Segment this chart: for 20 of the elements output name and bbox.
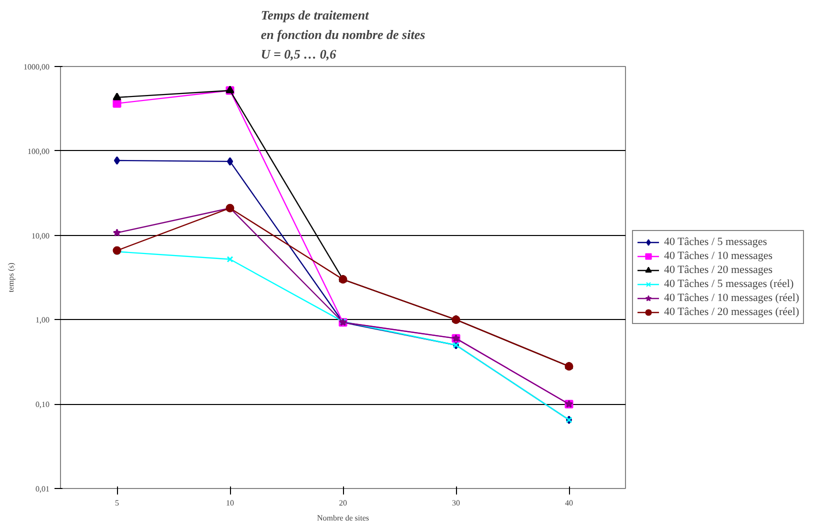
x-tick-label: 30 xyxy=(452,498,460,508)
x-tick-label: 20 xyxy=(339,498,347,508)
y-tick-label: 0,01 xyxy=(36,484,50,494)
y-tick-label: 100,00 xyxy=(28,146,50,156)
y-tick-label: 1,00 xyxy=(36,316,50,325)
legend-label: 40 Tâches / 5 messages xyxy=(664,235,768,249)
y-tick-label: 0,10 xyxy=(36,400,50,410)
x-tick-label: 10 xyxy=(226,498,234,508)
chart-title: Temps de traitement en fonction du nombre de sites U = 0,5 … 0,6 xyxy=(260,8,426,62)
x-tick-label: 40 xyxy=(565,498,573,508)
y-tick-label: 1000,00 xyxy=(24,62,50,72)
legend-label: 40 Tâches / 10 messages xyxy=(664,249,773,263)
legend-label: 40 Tâches / 20 messages xyxy=(664,263,773,277)
legend-label: 40 Tâches / 5 messages (réel) xyxy=(664,277,794,291)
y-tick-label: 10,00 xyxy=(32,231,50,240)
x-tick-label: 5 xyxy=(115,498,119,508)
x-axis-title: Nombre de sites xyxy=(317,514,370,522)
legend-label: 40 Tâches / 20 messages (réel) xyxy=(664,305,800,319)
y-axis-title: temps (s) xyxy=(6,262,16,292)
legend-label: 40 Tâches / 10 messages (réel) xyxy=(664,291,800,305)
